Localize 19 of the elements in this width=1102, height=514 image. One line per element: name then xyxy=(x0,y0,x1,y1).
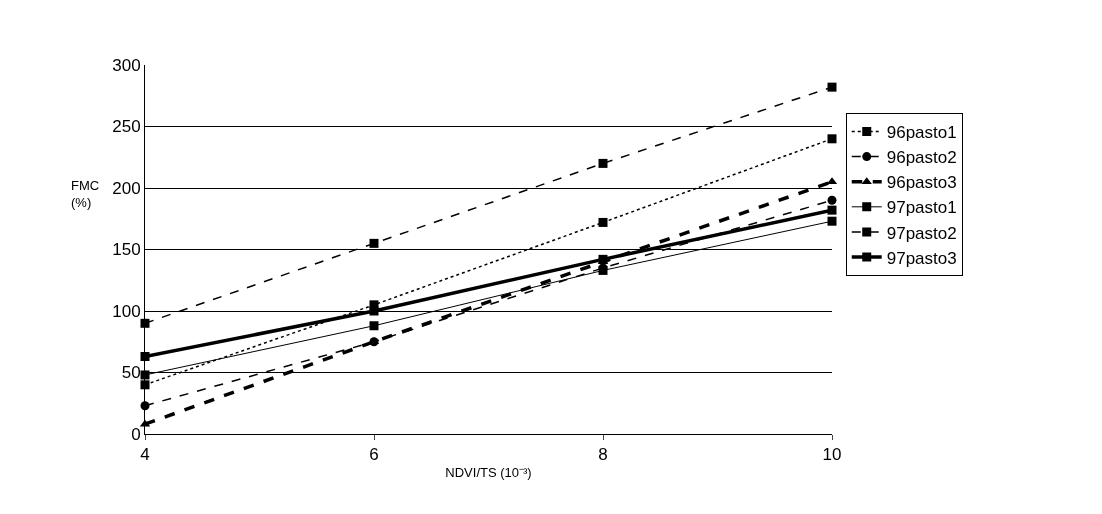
y-tick-label: 100 xyxy=(112,301,141,321)
x-tick-label: 8 xyxy=(598,445,608,465)
legend-label: 96pasto1 xyxy=(886,123,957,143)
x-tick-label: 4 xyxy=(140,445,150,465)
y-tick-label: 0 xyxy=(131,424,141,444)
x-axis-title: NDVI/TS (10⁻³) xyxy=(445,465,532,480)
legend-label: 97pasto3 xyxy=(886,248,957,268)
x-tick-label: 6 xyxy=(369,445,379,465)
y-tick-label: 300 xyxy=(112,55,141,75)
y-tick-label: 150 xyxy=(112,240,141,260)
y-tick-label: 250 xyxy=(112,117,141,137)
x-tick-label: 10 xyxy=(822,445,842,465)
legend-label: 97pasto2 xyxy=(886,223,957,243)
legend-label: 96pasto3 xyxy=(886,173,957,193)
legend-label: 97pasto1 xyxy=(886,198,957,218)
y-tick-label: 200 xyxy=(112,178,141,198)
legend-label: 96pasto2 xyxy=(886,148,957,168)
y-axis-title: FMC (%) xyxy=(71,178,100,210)
y-tick-label: 50 xyxy=(121,363,141,383)
